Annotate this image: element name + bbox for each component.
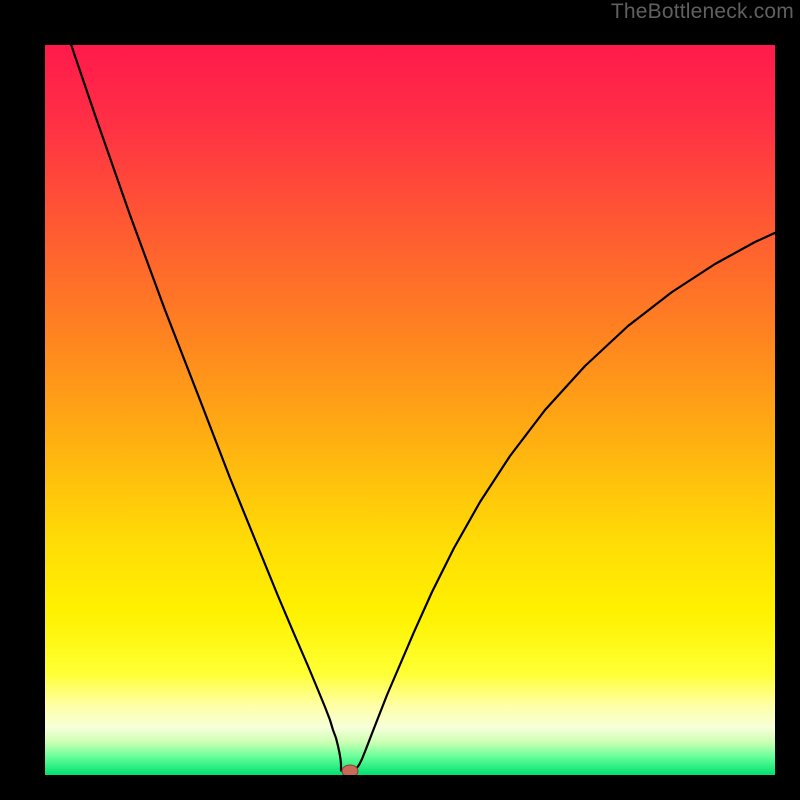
watermark-text: TheBottleneck.com (611, 0, 794, 24)
chart-frame: TheBottleneck.com (0, 0, 800, 800)
gradient-background (45, 45, 775, 775)
bottleneck-chart (0, 0, 800, 800)
